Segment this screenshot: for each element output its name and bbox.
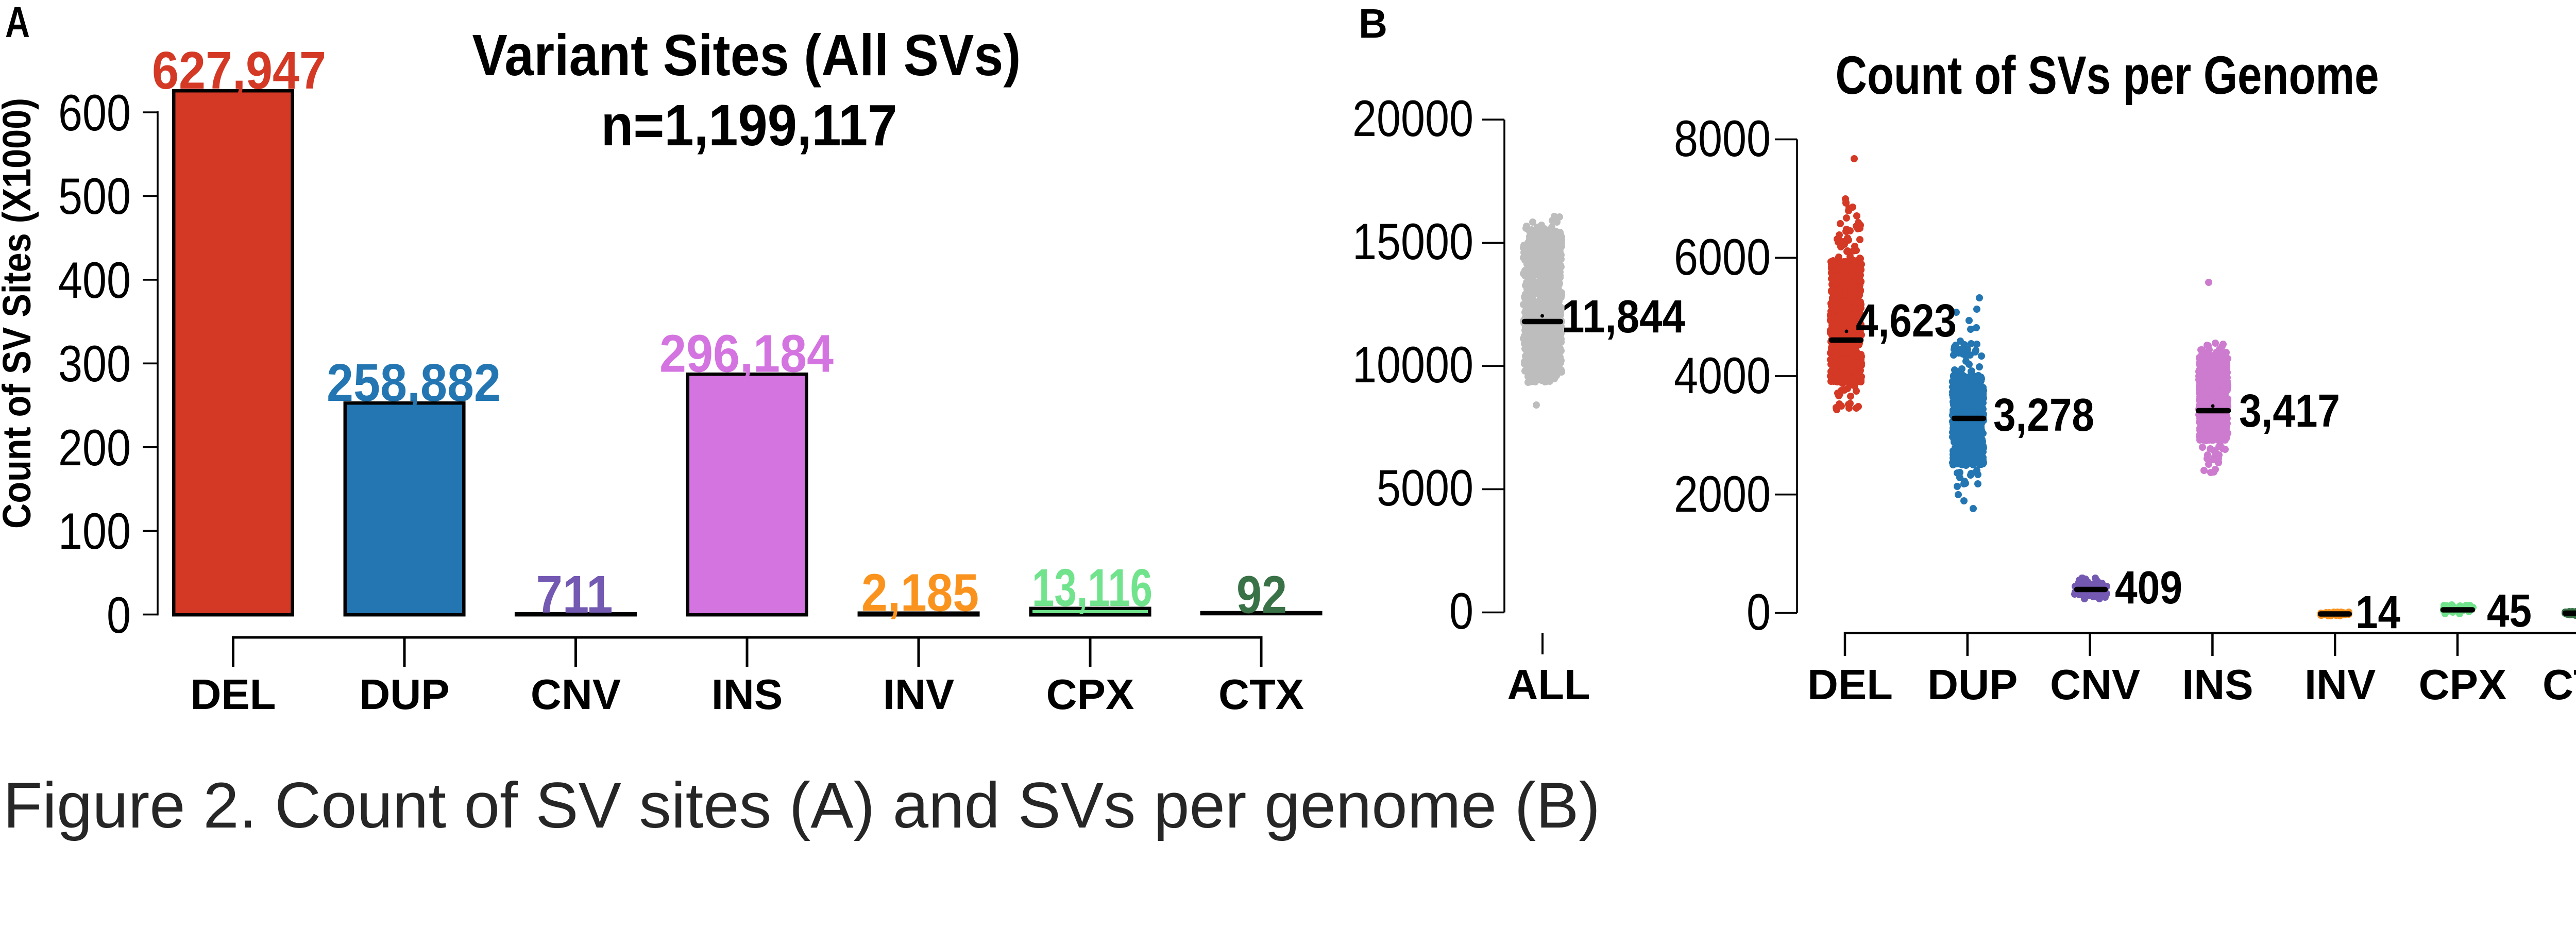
svg-text:92: 92: [1236, 565, 1287, 625]
svg-text:DEL: DEL: [1807, 661, 1893, 708]
svg-text:6000: 6000: [1674, 228, 1771, 285]
svg-text:B: B: [1359, 1, 1387, 46]
svg-text:Variant Sites (All SVs): Variant Sites (All SVs): [472, 23, 1021, 88]
svg-text:3,417: 3,417: [2239, 385, 2340, 437]
svg-text:CPX: CPX: [1046, 670, 1134, 718]
svg-text:Count of SV Sites (X1000): Count of SV Sites (X1000): [0, 98, 39, 529]
svg-text:8000: 8000: [1674, 110, 1771, 167]
svg-text:Count of SVs per Genome: Count of SVs per Genome: [1836, 45, 2379, 106]
svg-text:0: 0: [1449, 582, 1473, 639]
svg-text:45: 45: [2487, 585, 2532, 637]
svg-text:20000: 20000: [1352, 90, 1473, 147]
svg-text:11,844: 11,844: [1562, 291, 1685, 343]
svg-text:4000: 4000: [1674, 347, 1771, 404]
svg-text:ALL: ALL: [1507, 661, 1590, 708]
svg-text:0: 0: [1747, 583, 1771, 640]
svg-text:13,116: 13,116: [1032, 558, 1153, 617]
svg-text:400: 400: [58, 251, 131, 309]
svg-text:DUP: DUP: [359, 670, 449, 718]
svg-text:4,623: 4,623: [1856, 295, 1957, 347]
svg-text:Figure 2. Count of SV sites (A: Figure 2. Count of SV sites (A) and SVs …: [3, 770, 1600, 841]
svg-text:CTX: CTX: [1218, 670, 1304, 718]
svg-text:2000: 2000: [1674, 465, 1771, 522]
svg-text:200: 200: [58, 419, 131, 476]
svg-text:5000: 5000: [1377, 459, 1473, 516]
svg-text:296,184: 296,184: [659, 324, 834, 383]
svg-text:711: 711: [536, 565, 613, 624]
svg-text:14: 14: [2355, 587, 2400, 638]
svg-text:INV: INV: [2304, 661, 2376, 708]
svg-text:627,947: 627,947: [152, 41, 326, 100]
svg-text:500: 500: [58, 167, 131, 225]
svg-text:DUP: DUP: [1927, 661, 2018, 708]
svg-text:258,882: 258,882: [327, 353, 501, 412]
svg-text:CNV: CNV: [531, 670, 621, 718]
svg-text:600: 600: [58, 84, 131, 141]
svg-text:300: 300: [58, 335, 131, 392]
svg-text:CPX: CPX: [2419, 661, 2507, 708]
svg-text:15000: 15000: [1352, 213, 1473, 270]
svg-text:100: 100: [58, 502, 131, 560]
svg-text:INS: INS: [2182, 661, 2253, 708]
svg-text:n=1,199,117: n=1,199,117: [601, 93, 897, 158]
svg-text:0: 0: [107, 586, 131, 644]
svg-text:3,278: 3,278: [1993, 390, 2094, 441]
svg-text:409: 409: [2115, 562, 2182, 614]
svg-text:DEL: DEL: [191, 670, 276, 718]
svg-text:10000: 10000: [1352, 336, 1473, 393]
svg-text:CTX: CTX: [2543, 661, 2576, 708]
svg-text:2,185: 2,185: [861, 563, 979, 622]
svg-text:A: A: [5, 0, 30, 46]
svg-text:INV: INV: [883, 670, 954, 718]
svg-text:INS: INS: [711, 670, 783, 718]
svg-text:CNV: CNV: [2050, 661, 2140, 708]
